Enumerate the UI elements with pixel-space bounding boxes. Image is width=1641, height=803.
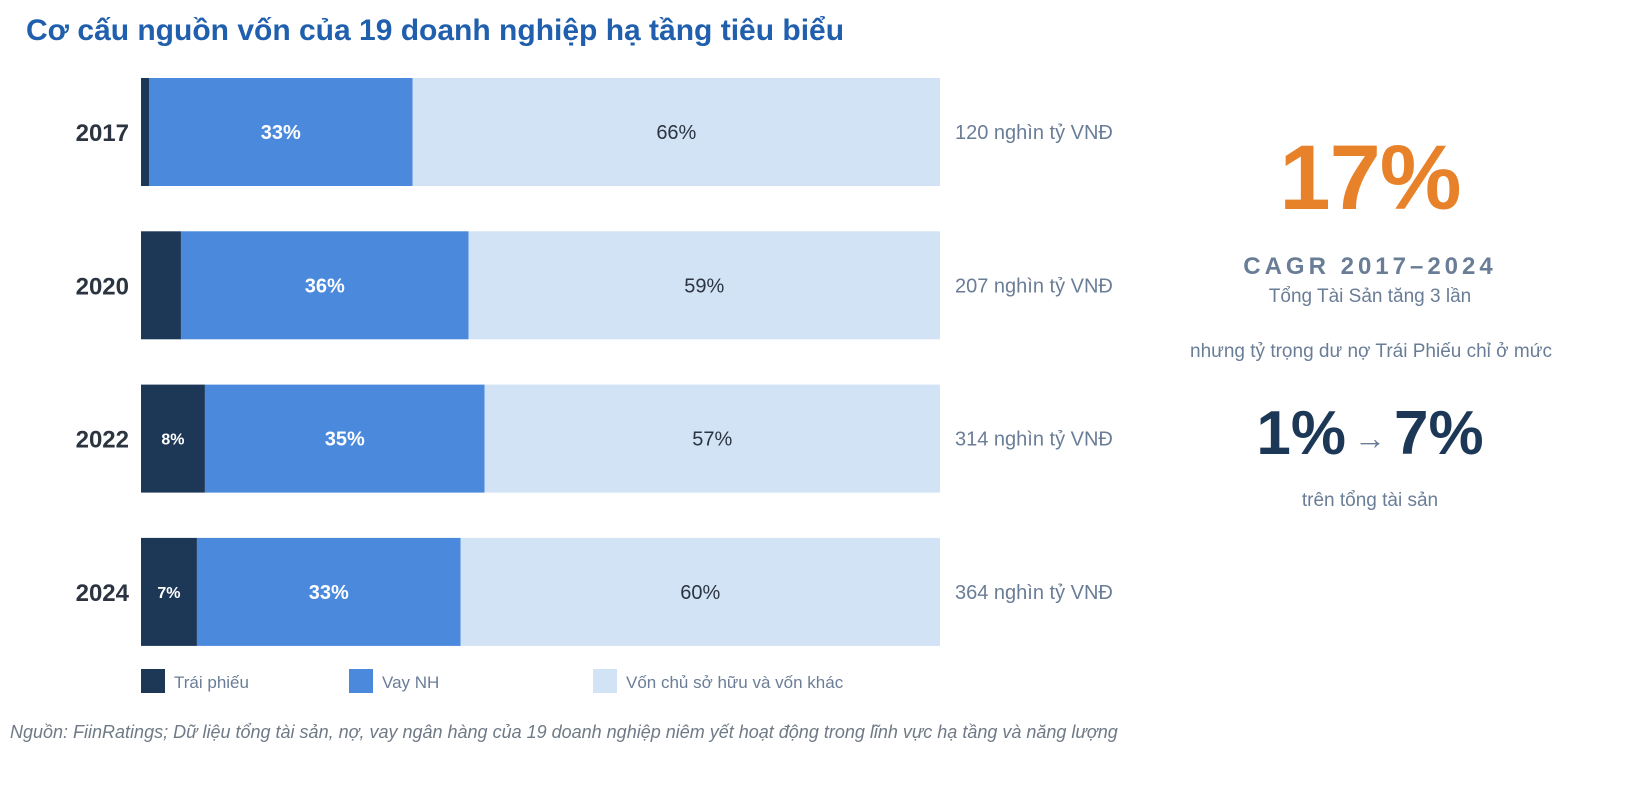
range-to: 7% (1394, 399, 1484, 468)
kpi-text-assets: Tổng Tài Sản tăng 3 lần (1268, 286, 1472, 307)
bar-segment-2017-2 (412, 78, 940, 186)
cagr-label: CAGR 2017–2024 (1243, 253, 1497, 280)
year-label-2017: 2017 (76, 120, 129, 147)
bar-segment-2017-1 (148, 78, 413, 186)
data-label-2024-2: 60% (680, 582, 720, 604)
bar-segment-2020-2 (468, 231, 940, 340)
total-label-2022: 314 nghìn tỷ VNĐ (955, 429, 1113, 451)
bond-share-range: 1% → 7% (1210, 398, 1530, 474)
kpi-text-total-assets: trên tổng tài sản (1301, 490, 1439, 511)
bar-segment-2024-0 (141, 537, 197, 646)
legend-label-0: Trái phiếu (174, 673, 249, 692)
bar-segment-2022-2 (484, 384, 940, 493)
kpi-text-bond-share: nhưng tỷ trọng dư nợ Trái Phiếu chỉ ở mứ… (1190, 341, 1552, 362)
legend-label-2: Vốn chủ sở hữu và vốn khác (626, 673, 844, 692)
year-label-2024: 2024 (76, 580, 130, 607)
bar-segment-2020-0 (141, 231, 181, 340)
data-label-2024-0: 7% (157, 585, 180, 602)
total-label-2024: 364 nghìn tỷ VNĐ (955, 582, 1113, 604)
bar-segment-2024-2 (460, 537, 940, 646)
data-label-2017-1: 33% (261, 122, 301, 144)
data-label-2020-1: 36% (305, 275, 345, 297)
total-label-2020: 207 nghìn tỷ VNĐ (955, 275, 1113, 297)
cagr-value: 17% (1279, 127, 1461, 229)
data-label-2017-2: 66% (656, 122, 696, 144)
legend-swatch-1 (349, 669, 373, 693)
bar-segment-2022-0 (141, 384, 205, 493)
bar-segment-2017-0 (141, 78, 149, 186)
total-label-2017: 120 nghìn tỷ VNĐ (955, 122, 1113, 144)
year-label-2022: 2022 (76, 427, 129, 454)
data-label-2020-2: 59% (684, 275, 724, 297)
bar-segment-2022-1 (204, 384, 485, 493)
arrow-right-icon: → (1354, 419, 1386, 456)
legend-swatch-2 (593, 669, 617, 693)
data-label-2022-2: 57% (692, 429, 732, 451)
year-label-2020: 2020 (76, 273, 129, 300)
legend-swatch-0 (141, 669, 165, 693)
legend-label-1: Vay NH (382, 673, 439, 692)
bar-segment-2024-1 (196, 537, 461, 646)
range-from: 1% (1256, 399, 1346, 468)
data-label-2024-1: 33% (309, 582, 349, 604)
chart-title: Cơ cấu nguồn vốn của 19 doanh nghiệp hạ … (26, 14, 845, 47)
data-label-2022-1: 35% (325, 429, 365, 451)
bar-segment-2020-1 (180, 231, 469, 340)
source-note: Nguồn: FiinRatings; Dữ liệu tổng tài sản… (10, 722, 1118, 742)
data-label-2022-0: 8% (161, 432, 184, 449)
